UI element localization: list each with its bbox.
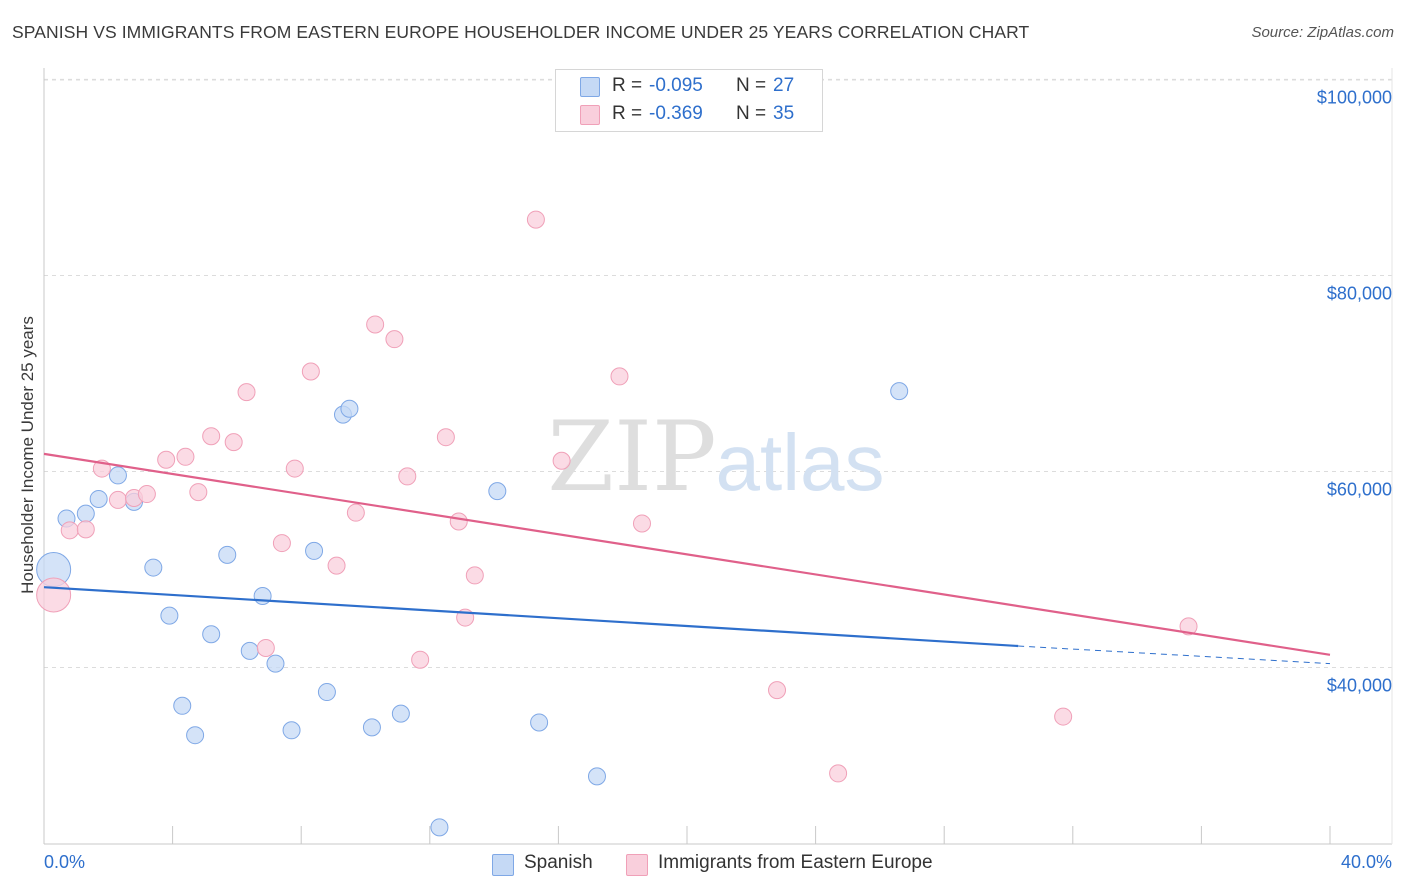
eastern-europe-point (60, 521, 79, 540)
spanish-trend-extension (1018, 645, 1331, 665)
eastern-europe-legend-label: Immigrants from Eastern Europe (658, 852, 933, 873)
spanish-point (587, 767, 606, 786)
eastern-europe-point (526, 210, 545, 229)
spanish-swatch (492, 854, 514, 876)
spanish-point (173, 696, 192, 715)
eastern-europe-point (327, 556, 346, 575)
eastern-europe-point (768, 681, 787, 700)
spanish-point (76, 504, 95, 523)
eastern-europe-point (176, 447, 195, 466)
spanish-point (530, 713, 549, 732)
r-value-eastern-europe: -0.369 (649, 103, 703, 124)
n-value-eastern-europe: 35 (773, 103, 795, 124)
spanish-point (202, 625, 221, 644)
watermark: ZIP atlas (547, 401, 884, 513)
eastern-europe-point (301, 362, 320, 381)
r-value-spanish: -0.095 (649, 75, 703, 96)
spanish-point (282, 721, 301, 740)
spanish-point (89, 489, 108, 508)
spanish-point (362, 718, 381, 737)
eastern-europe-point (346, 503, 365, 522)
legend-row-spanish: R = -0.095 N = 27 (556, 72, 822, 100)
eastern-europe-point (632, 514, 651, 533)
x-tick-min: 0.0% (44, 852, 86, 872)
eastern-europe-point (189, 483, 208, 502)
eastern-europe-point (137, 485, 156, 504)
spanish-point (890, 382, 909, 401)
eastern-europe-point (436, 428, 455, 447)
eastern-europe-point (202, 427, 221, 446)
n-value-spanish: 27 (773, 75, 795, 96)
eastern-europe-point (829, 764, 848, 783)
spanish-point (305, 541, 324, 560)
eastern-europe-point (449, 512, 468, 531)
eastern-europe-point (285, 459, 304, 478)
watermark-atlas: atlas (716, 418, 885, 507)
source-label: Source: ZipAtlas.com (1251, 24, 1394, 41)
spanish-point (240, 641, 259, 660)
y-tick-labels: $40,000 $60,000 $80,000 $100,000 (1317, 87, 1392, 695)
axes (43, 68, 1393, 845)
spanish-trend-line (43, 586, 1019, 648)
spanish-legend-label: Spanish (524, 852, 593, 873)
data-points (36, 210, 1198, 837)
eastern-europe-point (366, 315, 385, 334)
spanish-point (340, 399, 359, 418)
spanish-point (218, 545, 237, 564)
eastern-europe-point (398, 467, 417, 486)
x-tick-max: 40.0% (1340, 852, 1392, 872)
n-label: N = (736, 75, 767, 96)
eastern-europe-point (1179, 617, 1198, 636)
eastern-europe-point (108, 490, 127, 509)
eastern-europe-point (411, 650, 430, 669)
eastern-europe-point (76, 520, 95, 539)
y-tick-label: $60,000 (1327, 480, 1392, 500)
eastern-europe-swatch (626, 854, 648, 876)
legend-row-eastern-europe: R = -0.369 N = 35 (556, 100, 822, 128)
spanish-point (144, 558, 163, 577)
y-tick-label: $80,000 (1327, 283, 1392, 303)
spanish-point (266, 654, 285, 673)
spanish-point (253, 586, 272, 605)
n-label: N = (736, 103, 767, 124)
spanish-point (317, 683, 336, 702)
eastern-europe-point (256, 638, 275, 657)
eastern-europe-point (224, 433, 243, 452)
eastern-europe-point (1054, 707, 1073, 726)
eastern-europe-swatch (580, 105, 600, 125)
eastern-europe-point (552, 451, 571, 470)
r-label: R = (612, 103, 643, 124)
spanish-point (391, 704, 410, 723)
eastern-europe-point (272, 534, 291, 553)
y-tick-label: $40,000 (1327, 676, 1392, 696)
spanish-point (430, 818, 449, 837)
grid (44, 78, 1392, 669)
spanish-point (488, 482, 507, 501)
spanish-point (160, 606, 179, 625)
spanish-swatch (580, 77, 600, 97)
eastern-europe-point (465, 566, 484, 585)
spanish-point (186, 726, 205, 745)
trend-lines (43, 452, 1331, 665)
eastern-europe-point (36, 577, 72, 613)
watermark-zip: ZIP (547, 401, 716, 513)
r-label: R = (612, 75, 643, 96)
eastern-europe-point (610, 367, 629, 386)
chart-title: SPANISH VS IMMIGRANTS FROM EASTERN EUROP… (12, 22, 1030, 42)
eastern-europe-point (385, 330, 404, 349)
eastern-europe-trend-line (43, 452, 1331, 656)
correlation-legend: R = -0.095 N = 27 R = -0.369 N = 35 (555, 69, 823, 132)
eastern-europe-point (157, 450, 176, 469)
spanish-point (108, 466, 127, 485)
eastern-europe-point (237, 383, 256, 402)
y-tick-label: $100,000 (1317, 87, 1392, 107)
